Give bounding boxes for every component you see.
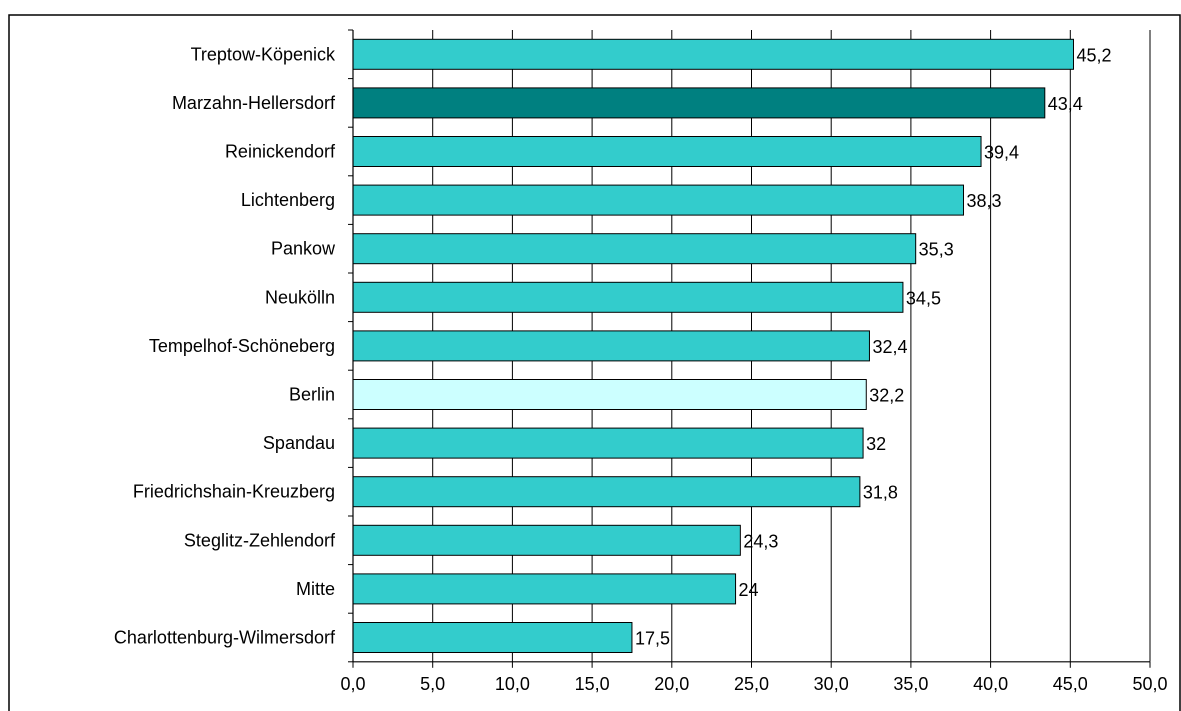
category-label: Lichtenberg — [241, 190, 335, 210]
x-tick-label: 0,0 — [340, 674, 365, 694]
value-label: 24,3 — [743, 531, 778, 551]
category-label: Marzahn-Hellersdorf — [172, 93, 336, 113]
bar — [352, 622, 633, 653]
category-label: Spandau — [263, 433, 335, 453]
value-label: 31,8 — [863, 483, 898, 503]
category-label: Neukölln — [265, 287, 335, 307]
category-label: Charlottenburg-Wilmersdorf — [114, 628, 336, 648]
x-tick-label: 30,0 — [814, 674, 849, 694]
x-tick-label: 20,0 — [654, 674, 689, 694]
value-label: 32,2 — [869, 386, 904, 406]
axes: 0,0 5,0 10,0 15,0 20,0 25,0 30,0 35,0 40,0 45,0 50… — [340, 29, 1168, 694]
category-label: Berlin — [289, 385, 335, 405]
bar — [352, 136, 982, 167]
category-label: Reinickendorf — [225, 142, 336, 162]
x-tick-label: 45,0 — [1053, 674, 1088, 694]
bar — [352, 87, 1046, 119]
x-tick-label: 25,0 — [734, 674, 769, 694]
value-label: 43,4 — [1048, 94, 1083, 114]
category-label: Treptow-Köpenick — [191, 44, 336, 64]
category-label: Tempelhof-Schöneberg — [149, 336, 335, 356]
bar — [352, 330, 870, 362]
x-tick-label: 15,0 — [575, 674, 610, 694]
value-label: 45,2 — [1076, 45, 1111, 65]
bar — [352, 524, 741, 556]
value-label: 35,3 — [919, 240, 954, 260]
x-tick-label: 5,0 — [420, 674, 445, 694]
category-label: Pankow — [271, 239, 336, 259]
x-tick-label: 10,0 — [495, 674, 530, 694]
value-label: 17,5 — [635, 629, 670, 649]
bar — [352, 233, 917, 265]
x-tick-label: 40,0 — [973, 674, 1008, 694]
bar — [352, 573, 737, 605]
bar — [352, 476, 861, 508]
x-tick-label: 50,0 — [1132, 674, 1167, 694]
bar — [352, 281, 904, 313]
bar — [352, 427, 864, 459]
bar — [352, 379, 867, 410]
value-label: 32 — [866, 434, 886, 454]
value-label: 32,4 — [872, 337, 907, 357]
x-tick-label: 35,0 — [893, 674, 928, 694]
bar — [352, 184, 965, 216]
chart-frame — [8, 14, 1181, 711]
labels: Treptow-Köpenick 45,2 Marzahn-Hellersdorf 4… — [114, 44, 1112, 648]
category-label: Friedrichshain-Kreuzberg — [133, 482, 335, 502]
bar — [352, 38, 1074, 70]
category-label: Mitte — [296, 579, 335, 599]
value-label: 24 — [739, 580, 759, 600]
value-label: 34,5 — [906, 288, 941, 308]
value-label: 39,4 — [984, 143, 1019, 163]
value-label: 38,3 — [967, 191, 1002, 211]
bars — [352, 38, 1074, 653]
category-label: Steglitz-Zehlendorf — [184, 530, 336, 550]
